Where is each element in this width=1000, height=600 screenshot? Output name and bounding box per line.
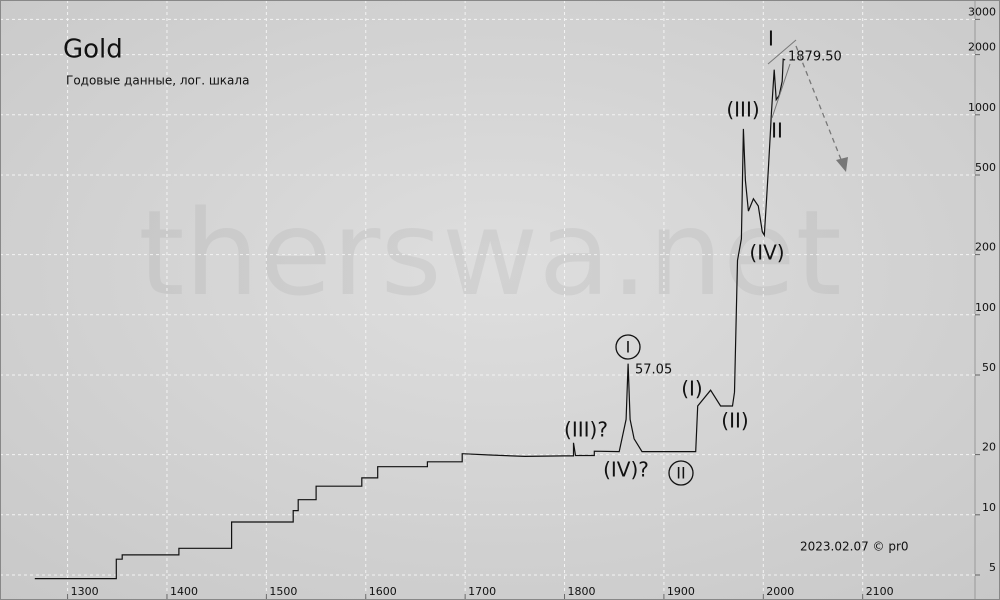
y-tick-label: 100 [975,301,996,314]
arrow-head [836,157,848,172]
wave-label: (IV)? [603,458,649,482]
wave-label: I [626,338,631,357]
x-tick-label: 1900 [667,585,695,598]
y-tick-label: 1000 [968,101,996,114]
y-tick-label: 2000 [968,41,996,54]
wave-label: (III) [726,98,759,122]
price-line [34,58,786,580]
wave-label: 1879.50 [788,50,842,65]
x-tick-label: 1400 [170,585,198,598]
watermark: therswa.net [138,184,842,322]
wave-label: II [771,119,783,143]
y-tick-label: 50 [982,361,996,374]
x-tick-label: 1500 [269,585,297,598]
plot: I57.05(III)?(IV)? II(I)(II)(III)(IV)III18… [34,27,842,580]
y-tick-label: 3000 [968,5,996,18]
y-tick-label: 500 [975,161,996,174]
y-tick-label: 5 [989,561,996,574]
wave-label: (II) [721,409,748,433]
wedge-line [771,63,791,119]
wave-circle [668,460,694,486]
y-tick-label: 10 [982,501,996,514]
wave-label: 57.05 [635,363,672,378]
wave-label: (III)? [564,418,608,442]
wedge-line [767,39,797,65]
chart-subtitle: Годовые данные, лог. шкала [66,74,249,88]
x-tick-label: 1700 [468,585,496,598]
x-tick-label: 2000 [766,585,794,598]
x-tick-label: 1800 [568,585,596,598]
footer: 2023.02.07 © pr0 [800,540,909,554]
wave-label: I [768,27,774,51]
x-tick-label: 1600 [369,585,397,598]
y-tick-label: 20 [982,441,996,454]
wave-label: (IV) [749,241,784,265]
wave-label: II [676,464,685,483]
x-tick-label: 1300 [71,585,99,598]
x-tick-label: 2100 [866,585,894,598]
y-tick-label: 200 [975,241,996,254]
wave-label: (I) [681,377,703,401]
chart-title: Gold [63,35,123,65]
wave-circle [615,334,641,360]
forecast-arrow [795,45,843,163]
